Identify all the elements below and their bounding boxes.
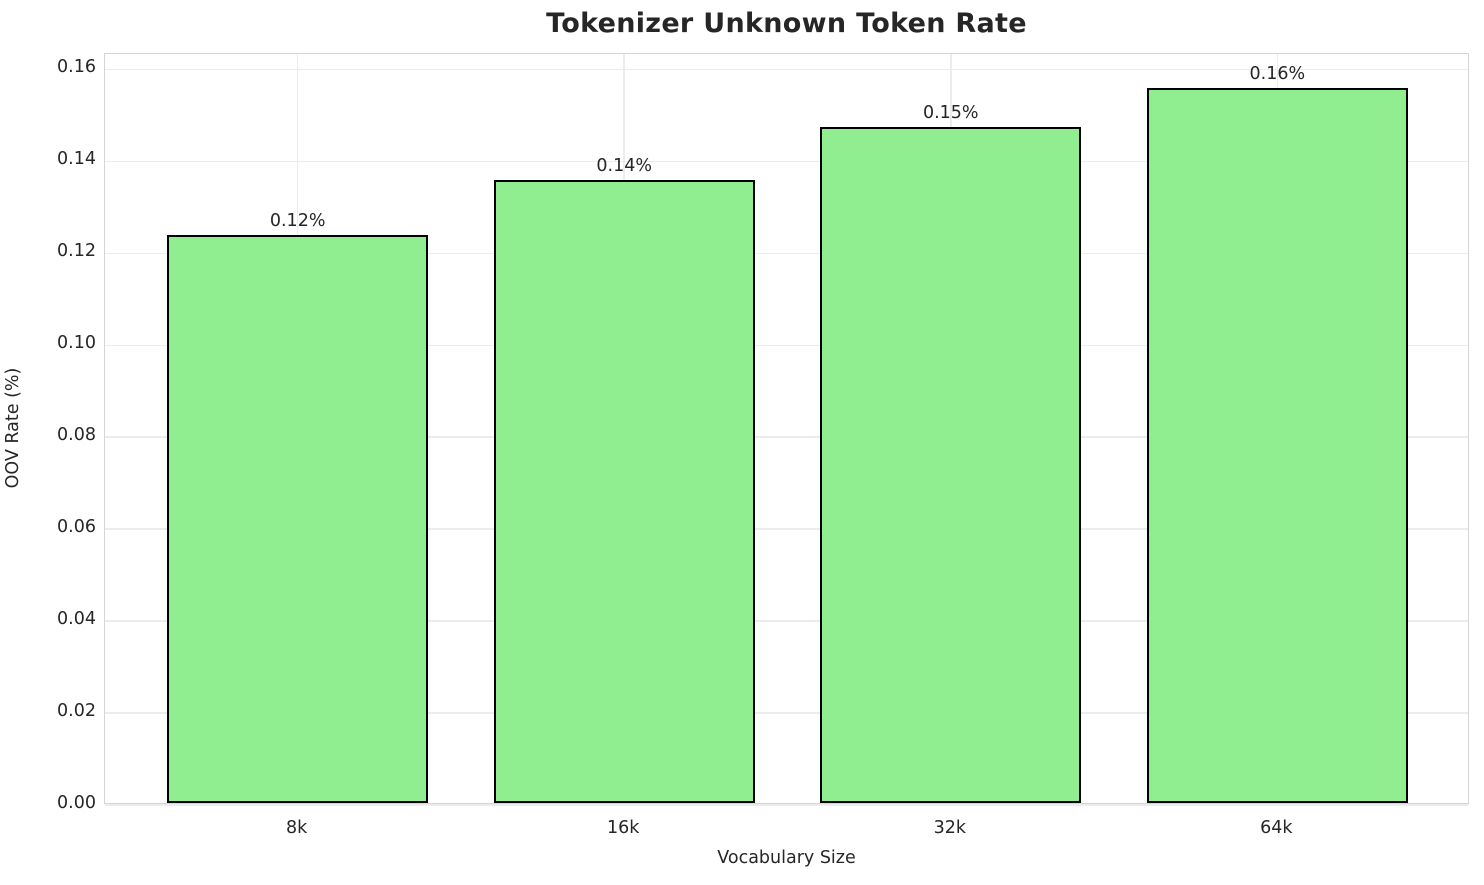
y-tick-label: 0.14	[57, 149, 96, 170]
chart-title: Tokenizer Unknown Token Rate	[546, 8, 1027, 39]
x-tick-label: 64k	[1260, 818, 1293, 838]
bar-value-label: 0.16%	[1249, 64, 1306, 85]
y-tick-label: 0.06	[57, 517, 96, 538]
x-axis-label: Vocabulary Size	[717, 848, 856, 868]
y-tick-label: 0.04	[57, 609, 96, 630]
y-tick-label: 0.00	[57, 793, 96, 813]
bar-8k	[167, 235, 429, 803]
bar-32k	[820, 127, 1082, 803]
x-tick-label: 16k	[607, 818, 640, 838]
bar-16k	[493, 180, 755, 803]
gridline-horizontal	[105, 620, 1468, 622]
y-axis-ticks: 0.00 0.02 0.04 0.06 0.08 0.10 0.12 0.14 0.16	[0, 0, 96, 885]
gridline-horizontal	[105, 436, 1468, 438]
gridline-horizontal	[105, 68, 1468, 71]
y-tick-label: 0.02	[57, 701, 96, 722]
x-tick-label: 8k	[286, 818, 308, 838]
bar-64k	[1146, 88, 1408, 803]
gridline-horizontal	[105, 160, 1468, 163]
x-tick-label: 32k	[933, 818, 966, 838]
y-tick-label: 0.10	[57, 333, 96, 354]
y-tick-label: 0.08	[57, 425, 96, 446]
y-tick-label: 0.16	[57, 57, 96, 78]
gridline-horizontal	[105, 344, 1468, 346]
gridline-horizontal	[105, 528, 1468, 530]
gridline-horizontal	[105, 804, 1468, 806]
bar-value-label: 0.15%	[922, 103, 979, 124]
bar-value-label: 0.14%	[596, 156, 653, 177]
y-tick-label: 0.12	[57, 241, 96, 262]
bar-value-label: 0.12%	[269, 211, 326, 232]
plot-area: 0.12% 0.14% 0.15% 0.16%	[104, 53, 1469, 806]
gridline-horizontal	[105, 252, 1468, 255]
gridline-horizontal	[105, 712, 1468, 714]
